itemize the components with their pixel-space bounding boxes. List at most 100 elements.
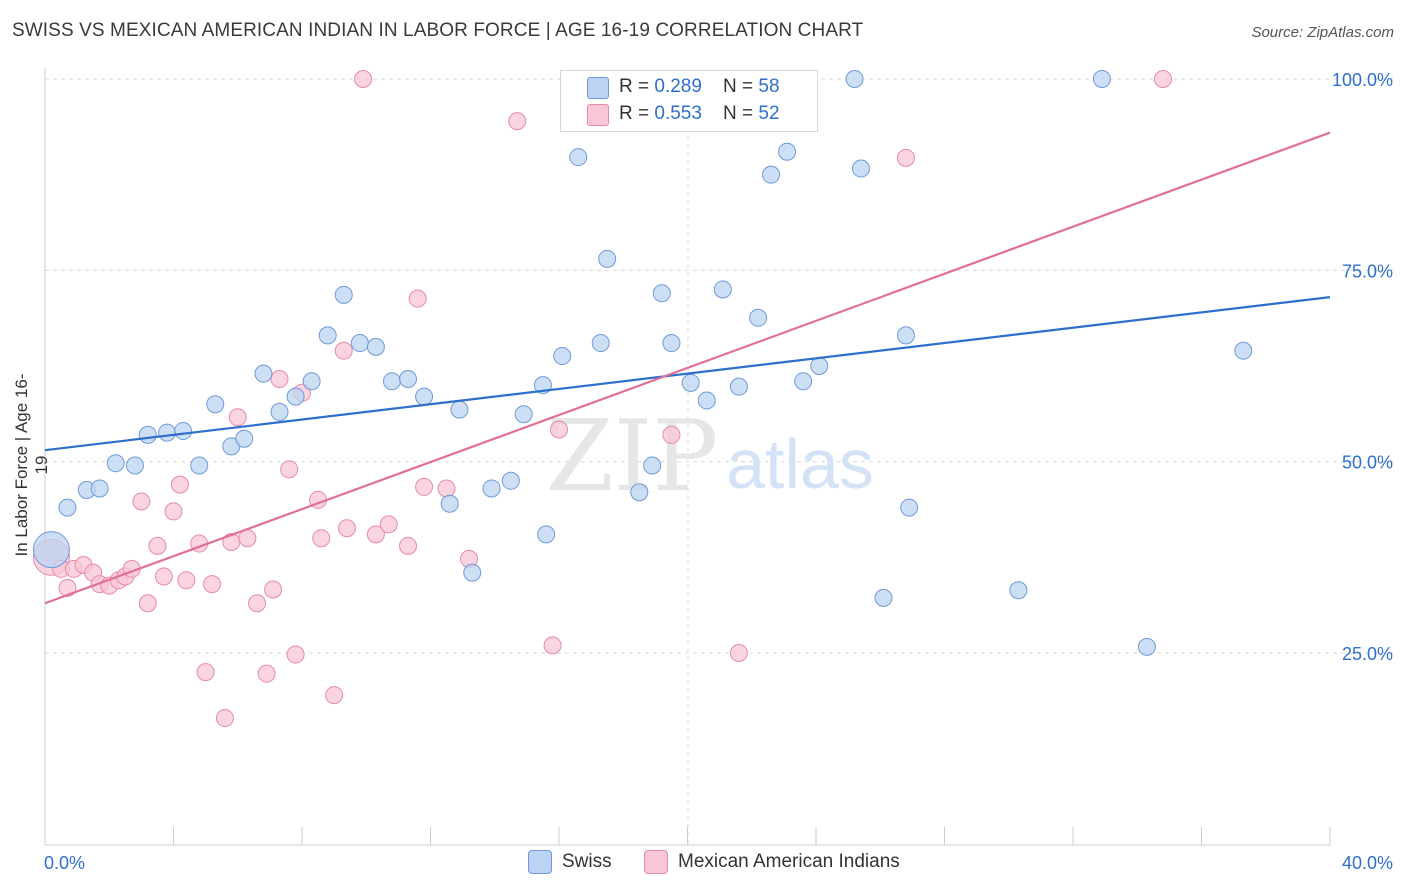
mexican-r-value: 0.553 — [654, 103, 702, 124]
swiss-point-36 — [630, 483, 649, 502]
swiss-point-6 — [138, 425, 157, 444]
swiss-point-16 — [302, 372, 321, 391]
x-tick-labels: 0.0% 40.0% — [44, 853, 1393, 873]
mexican-point-41 — [408, 289, 427, 308]
swiss-point-45 — [762, 165, 781, 184]
mexican-point-43 — [437, 479, 456, 498]
swiss-point-57 — [1234, 341, 1253, 360]
swiss-point-24 — [440, 494, 459, 513]
swiss-point-25 — [450, 400, 469, 419]
swiss-point-3 — [90, 479, 109, 498]
swiss-point-52 — [896, 326, 915, 345]
swiss-point-0 — [32, 531, 70, 569]
y-tick-label-100: 100.0% — [1332, 70, 1393, 90]
swiss-point-21 — [382, 372, 401, 391]
swiss-swatch — [587, 77, 609, 99]
swiss-point-33 — [569, 148, 588, 167]
mexican-point-25 — [248, 594, 267, 613]
swiss-point-26 — [463, 563, 482, 582]
mexican-point-50 — [896, 148, 915, 167]
swiss-point-12 — [235, 429, 254, 448]
legend-swatch-mexican — [644, 850, 668, 874]
swiss-point-44 — [749, 308, 768, 327]
swiss-point-5 — [125, 456, 144, 475]
y-tick-label-25: 25.0% — [1342, 644, 1393, 664]
mexican-r-label: R = — [619, 103, 655, 124]
swiss-point-55 — [1092, 70, 1111, 88]
x-tick-label-1: 40.0% — [1342, 853, 1393, 873]
swiss-point-14 — [270, 402, 289, 421]
swiss-point-19 — [350, 334, 369, 353]
swiss-point-1 — [58, 498, 77, 517]
swiss-n-label: N = — [723, 76, 759, 97]
legend-label-mexican: Mexican American Indians — [678, 851, 900, 872]
legend-label-swiss: Swiss — [562, 851, 612, 872]
swiss-trend-line — [44, 296, 1331, 452]
mexican-point-14 — [154, 567, 173, 586]
mexican-point-34 — [325, 686, 344, 705]
mexican-point-51 — [1153, 70, 1172, 88]
swiss-point-23 — [415, 387, 434, 406]
legend-item-mexican[interactable]: Mexican American Indians — [644, 850, 900, 874]
mexican-point-20 — [203, 575, 222, 594]
series-swiss-points — [32, 70, 1253, 656]
swiss-point-54 — [1009, 581, 1028, 600]
mexican-point-38 — [366, 525, 385, 544]
mexican-point-21 — [215, 709, 234, 728]
y-tick-label-75: 75.0% — [1342, 261, 1393, 281]
mexican-point-30 — [286, 645, 305, 664]
mexican-point-48 — [662, 425, 681, 444]
swiss-point-41 — [697, 391, 716, 410]
chart-title: SWISS VS MEXICAN AMERICAN INDIAN IN LABO… — [12, 20, 864, 41]
mexican-point-27 — [264, 580, 283, 599]
swiss-point-10 — [206, 395, 225, 414]
source-label: Source: ZipAtlas.com — [1251, 24, 1394, 41]
mexican-n-label: N = — [723, 103, 759, 124]
stats-box: R = 0.289 N = 58 R = 0.553 N = 52 — [560, 70, 818, 132]
swiss-point-34 — [591, 334, 610, 353]
mexican-point-13 — [148, 536, 167, 555]
swiss-r-label: R = — [619, 76, 655, 97]
swiss-point-51 — [874, 588, 893, 607]
swiss-point-53 — [900, 498, 919, 517]
swiss-point-38 — [652, 284, 671, 303]
swiss-point-15 — [286, 387, 305, 406]
swiss-point-35 — [598, 249, 617, 268]
swiss-point-9 — [190, 456, 209, 475]
axes — [44, 68, 1331, 846]
swiss-point-32 — [553, 347, 572, 366]
mexican-point-11 — [132, 492, 151, 511]
swiss-point-42 — [713, 280, 732, 299]
mexican-n-value: 52 — [758, 103, 780, 124]
swiss-point-8 — [174, 422, 193, 441]
mexican-point-23 — [228, 408, 247, 427]
mexican-point-39 — [379, 515, 398, 534]
mexican-point-33 — [312, 529, 331, 548]
swiss-point-18 — [334, 285, 353, 304]
swiss-point-56 — [1137, 637, 1156, 656]
swiss-point-7 — [158, 423, 177, 442]
legend-item-swiss[interactable]: Swiss — [528, 850, 612, 874]
swiss-r-value: 0.289 — [654, 76, 702, 97]
y-axis-title: In Labor Force | Age 16-19 — [12, 373, 51, 557]
mexican-trend-line — [44, 131, 1331, 605]
mexican-point-12 — [138, 594, 157, 613]
swiss-point-22 — [399, 370, 418, 389]
swiss-point-13 — [254, 364, 273, 383]
mexican-point-47 — [550, 420, 568, 439]
mexican-point-29 — [280, 460, 299, 479]
swiss-point-43 — [729, 377, 748, 396]
swiss-point-27 — [482, 479, 501, 498]
mexican-point-28 — [270, 370, 289, 389]
mexican-point-26 — [257, 664, 276, 683]
mexican-point-40 — [399, 536, 418, 555]
trend-lines — [44, 131, 1331, 605]
mexican-point-36 — [337, 519, 356, 538]
y-tick-labels: 25.0% 50.0% 75.0% 100.0% — [1332, 70, 1393, 664]
mexican-point-2 — [58, 578, 77, 597]
swiss-point-48 — [810, 357, 829, 375]
x-tick-label-0: 0.0% — [44, 853, 85, 873]
swiss-point-29 — [514, 405, 533, 424]
swiss-n-value: 58 — [758, 76, 780, 97]
